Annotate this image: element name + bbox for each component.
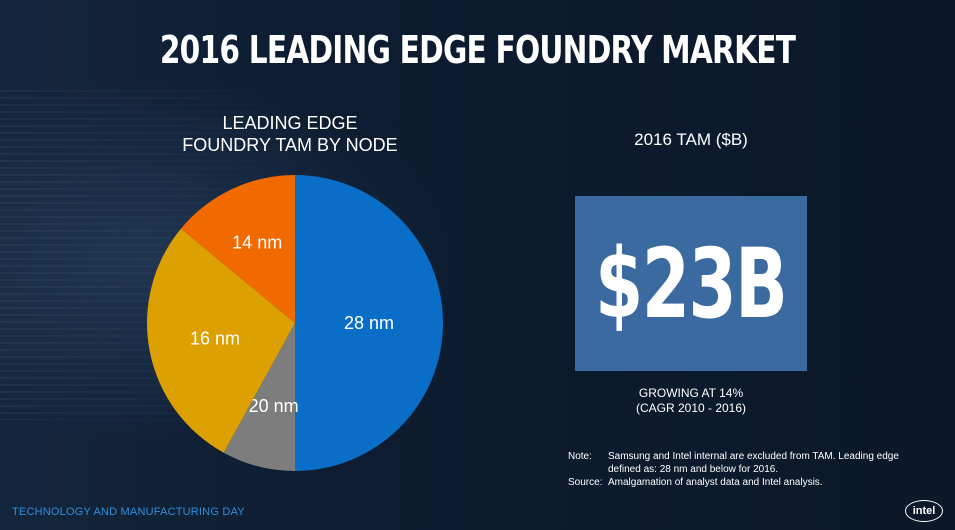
tam-title: 2016 TAM ($B) xyxy=(634,130,748,149)
pie-slice-14nm xyxy=(180,175,295,323)
tam-box: $23B xyxy=(575,196,807,371)
chart-title-line-1: LEADING EDGE xyxy=(222,113,358,133)
pie-slice-28nm xyxy=(295,175,443,471)
footnotes: Note: Samsung and Intel internal are exc… xyxy=(568,450,918,489)
note-row: Note: Samsung and Intel internal are exc… xyxy=(568,450,918,476)
source-text: Amalgamation of analyst data and Intel a… xyxy=(608,477,823,488)
intel-logo: intel xyxy=(905,500,943,522)
growth-line-2: (CAGR 2010 - 2016) xyxy=(635,401,747,415)
growth-line-1: GROWING AT 14% xyxy=(638,386,744,400)
pie-label-14nm: 14 nm xyxy=(232,233,282,253)
source-label: Source: xyxy=(568,477,603,488)
note-label: Note: xyxy=(568,451,592,462)
pie-label-28nm: 28 nm xyxy=(344,313,394,333)
pie-slice-16nm xyxy=(147,228,295,453)
pie-label-16nm: 16 nm xyxy=(190,328,240,348)
chart-title-line-2: FOUNDRY TAM BY NODE xyxy=(182,135,398,155)
note-text: Samsung and Intel internal are excluded … xyxy=(608,451,899,475)
pie-label-20nm: 20 nm xyxy=(249,396,299,416)
chart-title: LEADING EDGE FOUNDRY TAM BY NODE xyxy=(140,112,440,156)
source-row: Source: Amalgamation of analyst data and… xyxy=(568,476,918,489)
page-title: 2016 LEADING EDGE FOUNDRY MARKET xyxy=(159,28,796,72)
growth-text: GROWING AT 14% (CAGR 2010 - 2016) xyxy=(575,386,807,416)
footer-text: TECHNOLOGY AND MANUFACTURING DAY xyxy=(12,506,245,518)
tam-value: $23B xyxy=(595,227,788,340)
pie-chart: 28 nm 20 nm 16 nm 14 nm xyxy=(147,175,443,471)
pie-slice-20nm xyxy=(223,323,295,471)
